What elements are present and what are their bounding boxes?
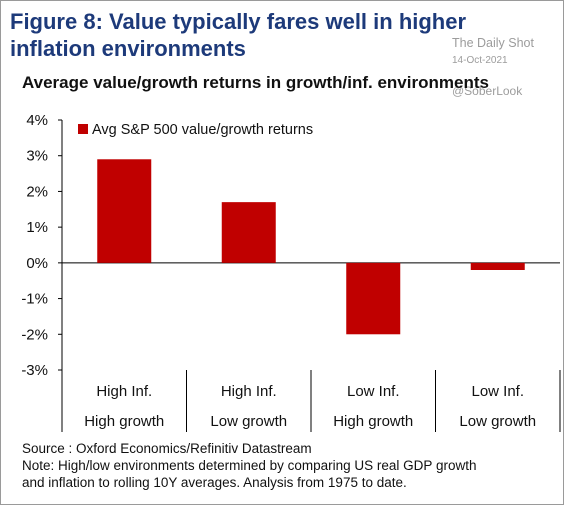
y-tick-label: -2% [21, 326, 48, 343]
watermark-date: 14-Oct-2021 [452, 55, 508, 66]
legend-label: Avg S&P 500 value/growth returns [92, 122, 313, 138]
chart-footer: Source : Oxford Economics/Refinitiv Data… [22, 440, 552, 491]
source-note: Source : Oxford Economics/Refinitiv Data… [22, 441, 312, 456]
method-note-line2: and inflation to rolling 10Y averages. A… [22, 475, 407, 490]
category-label-growth: Low growth [210, 413, 287, 430]
category-label-inflation: High Inf. [96, 383, 152, 400]
legend-swatch [78, 124, 88, 134]
bar-3 [346, 262, 401, 335]
y-tick-label: 1% [26, 219, 48, 236]
chart-subtitle: Average value/growth returns in growth/i… [22, 73, 489, 92]
bar-2 [221, 202, 276, 263]
figure-title: Figure 8: Value typically fares well in … [10, 8, 510, 62]
category-label-growth: High growth [333, 413, 413, 430]
y-tick-label: -1% [21, 291, 48, 308]
figure-title-line2: inflation environments [10, 36, 246, 61]
y-tick-label: -3% [21, 362, 48, 379]
watermark-handle: @SoberLook [452, 84, 523, 98]
y-tick-label: 2% [26, 183, 48, 200]
watermark-name: The Daily Shot [452, 36, 534, 50]
category-label-inflation: Low Inf. [347, 383, 400, 400]
category-label-growth: High growth [84, 413, 164, 430]
y-tick-label: 0% [26, 255, 48, 272]
bar-4 [470, 262, 525, 270]
y-tick-label: 4% [26, 112, 48, 129]
figure-title-line1: Figure 8: Value typically fares well in … [10, 9, 467, 34]
category-label-inflation: Low Inf. [471, 383, 524, 400]
method-note-line1: Note: High/low environments determined b… [22, 458, 477, 473]
category-label-inflation: High Inf. [221, 383, 277, 400]
bar-1 [97, 159, 152, 263]
category-label-growth: Low growth [459, 413, 536, 430]
y-tick-label: 3% [26, 148, 48, 165]
